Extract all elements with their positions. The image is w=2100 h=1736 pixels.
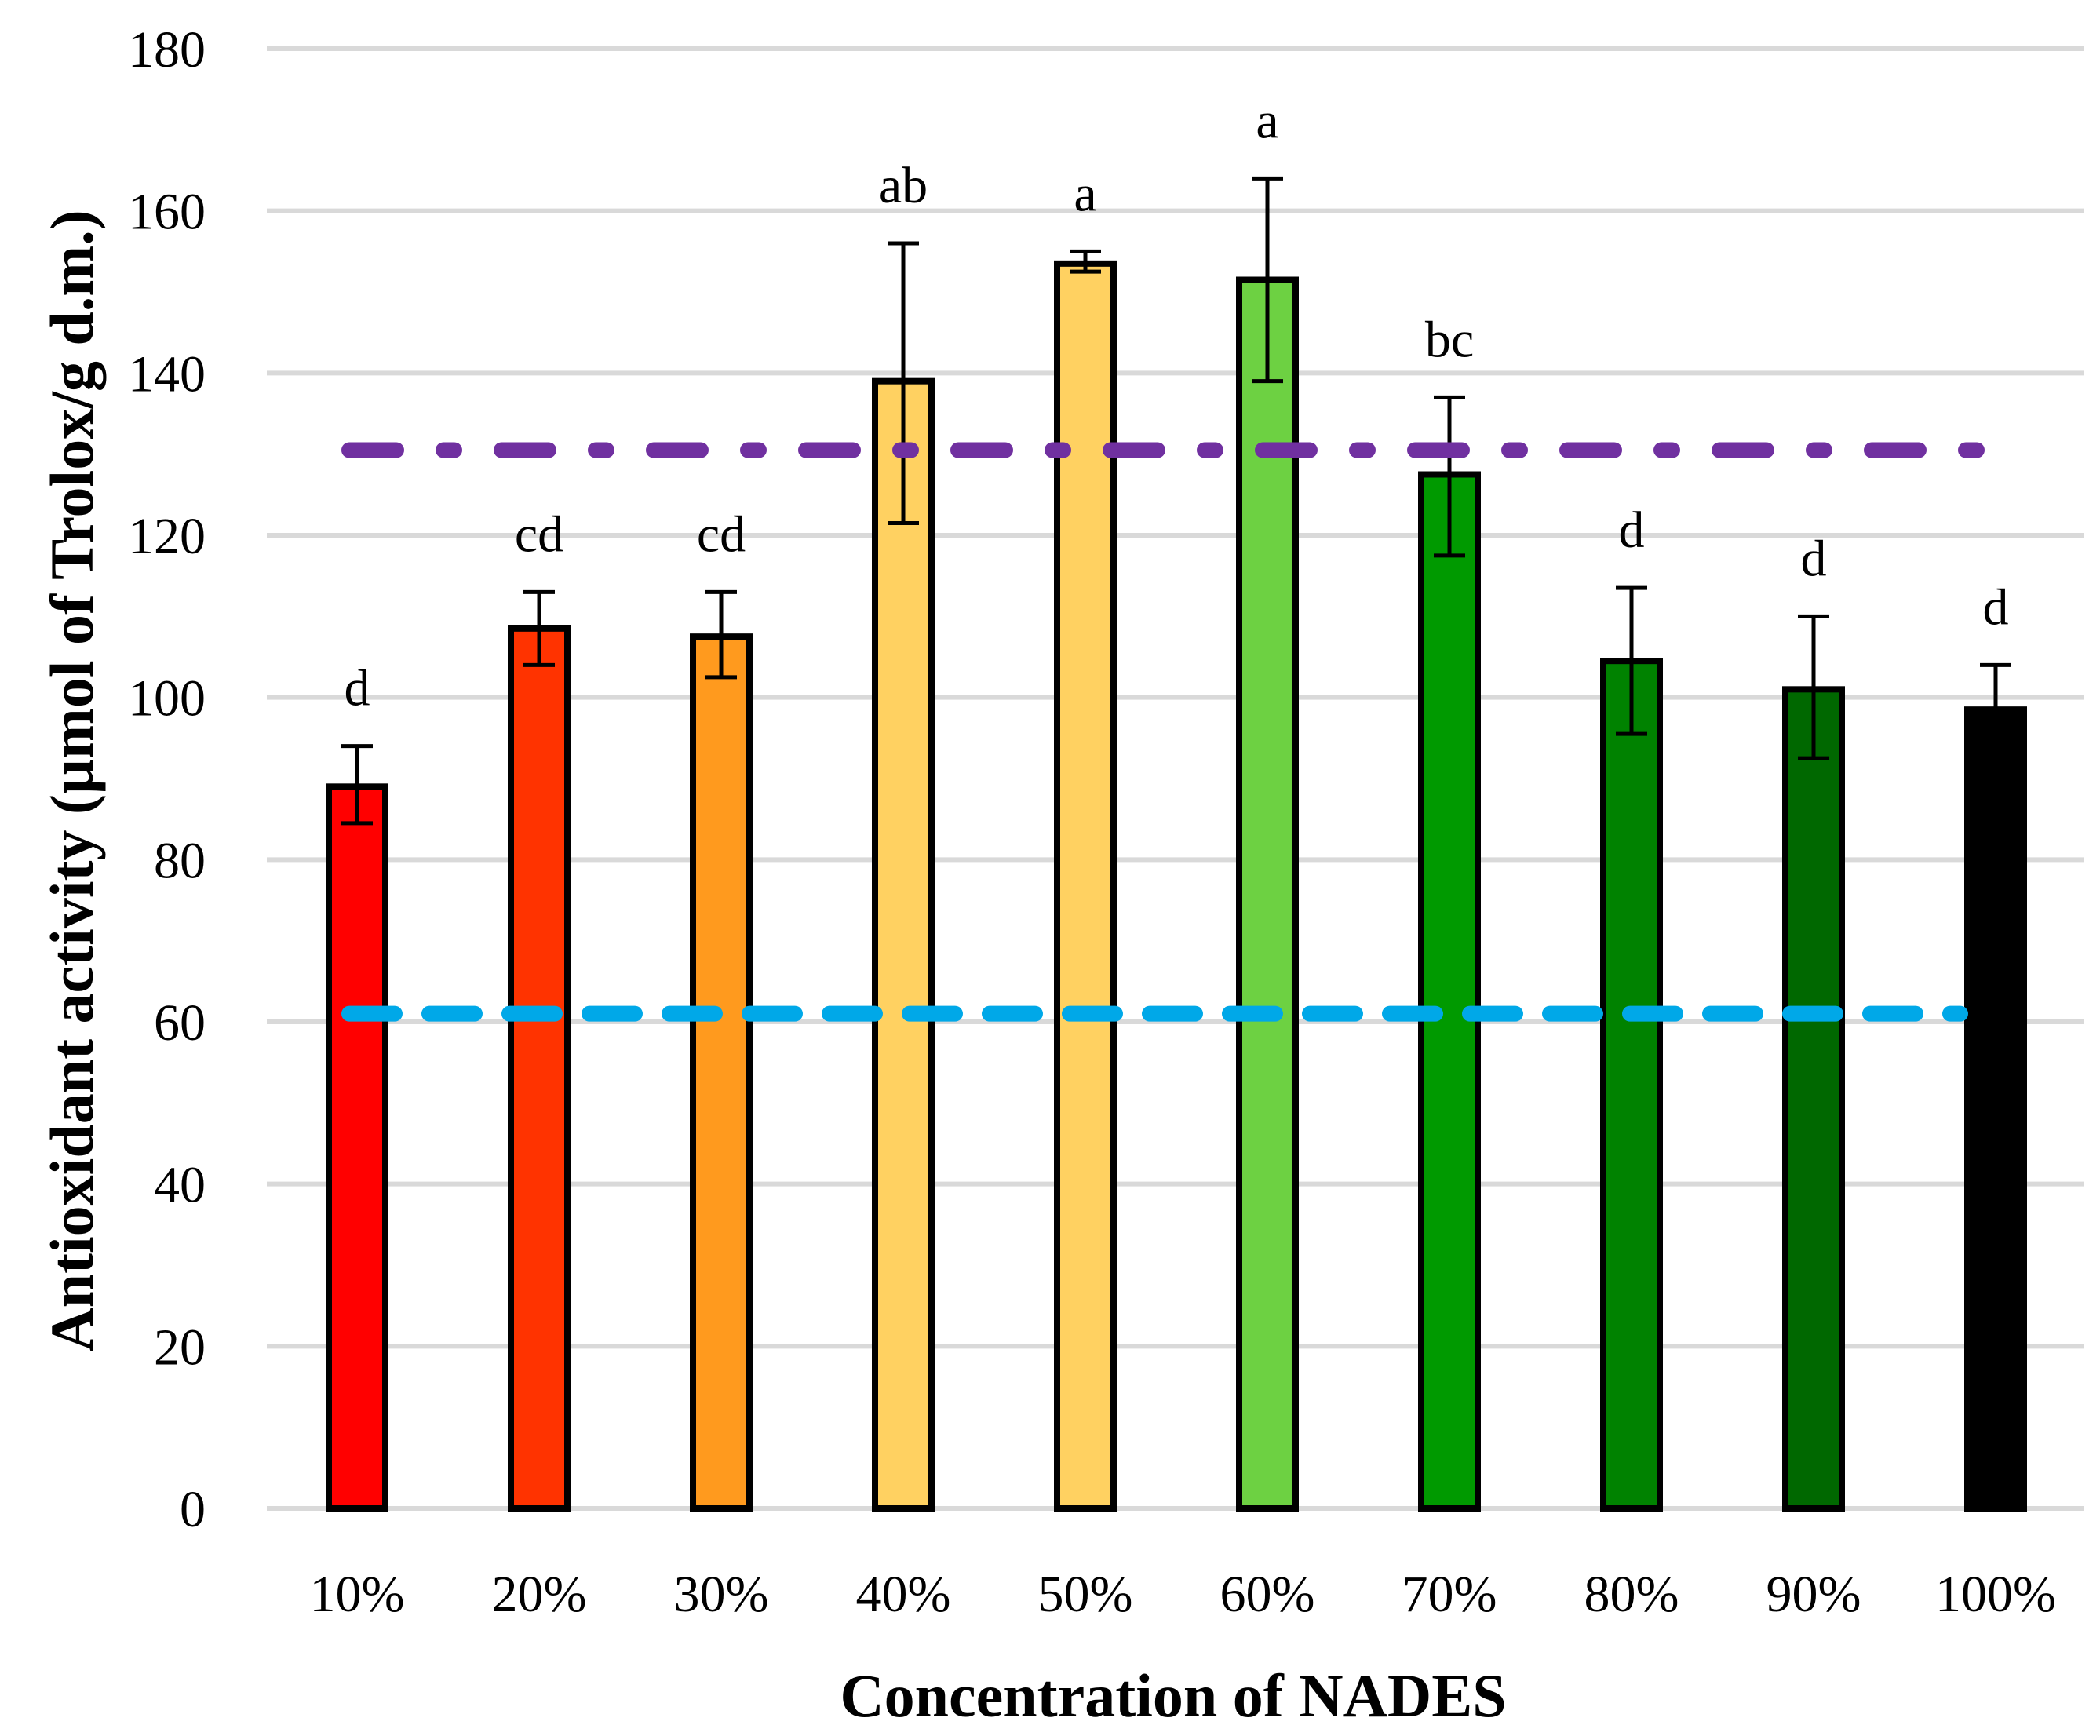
y-tick-label: 0 (180, 1481, 206, 1538)
x-tick-label: 70% (1402, 1566, 1497, 1623)
bar-7 (1600, 658, 1663, 1512)
error-bar-4 (1070, 249, 1101, 274)
x-tick-label: 30% (674, 1566, 769, 1623)
significance-label-4: a (1074, 165, 1096, 222)
x-tick-label: 60% (1220, 1566, 1315, 1623)
significance-label-0: d (345, 660, 370, 717)
bar-0 (326, 783, 388, 1512)
significance-label-5: a (1256, 92, 1278, 149)
significance-label-2: cd (697, 505, 746, 563)
error-bar-1 (523, 589, 555, 667)
bar-8 (1782, 686, 1845, 1512)
bar-9 (1964, 706, 2027, 1512)
bar-2 (690, 633, 753, 1512)
error-bar-7 (1616, 585, 1647, 736)
significance-label-8: d (1801, 530, 1827, 587)
y-tick-label: 140 (128, 345, 206, 403)
y-tick-label: 80 (154, 832, 206, 889)
y-axis-ticks: 0 20 40 60 80 100 120 140 160 180 (128, 21, 206, 1538)
x-tick-label: 80% (1584, 1566, 1679, 1623)
error-bar-9 (1980, 662, 2011, 712)
significance-labels: d cd cd ab a a bc d d d (345, 92, 2009, 717)
significance-label-3: ab (879, 157, 928, 214)
significance-label-9: d (1983, 578, 2009, 636)
y-tick-label: 20 (154, 1318, 206, 1376)
x-tick-label: 90% (1766, 1566, 1861, 1623)
x-tick-label: 50% (1038, 1566, 1133, 1623)
y-tick-label: 120 (128, 508, 206, 565)
x-axis-ticks: 10% 20% 30% 40% 50% 60% 70% 80% 90% 100% (310, 1566, 2056, 1623)
bar-5 (1236, 276, 1299, 1512)
x-tick-label: 20% (492, 1566, 587, 1623)
bar-6 (1418, 471, 1481, 1512)
significance-label-6: bc (1425, 311, 1474, 368)
x-tick-label: 10% (310, 1566, 405, 1623)
error-bar-3 (888, 241, 919, 525)
error-bar-0 (341, 744, 373, 826)
error-bar-8 (1798, 614, 1829, 760)
significance-label-7: d (1619, 501, 1645, 559)
bar-1 (508, 625, 571, 1512)
y-tick-label: 60 (154, 994, 206, 1052)
bars (326, 260, 2027, 1512)
error-bars (341, 176, 2011, 826)
y-tick-label: 180 (128, 21, 206, 78)
y-tick-label: 100 (128, 670, 206, 728)
bar-4 (1054, 260, 1117, 1512)
y-axis-title: Antioxidant activity (µmol of Trolox/g d… (38, 210, 106, 1351)
x-tick-label: 40% (856, 1566, 951, 1623)
reference-lines-front (341, 442, 2009, 1022)
error-bar-6 (1434, 395, 1465, 558)
x-tick-label: 100% (1935, 1566, 2056, 1623)
bar-3 (872, 377, 935, 1512)
error-bar-2 (705, 589, 737, 680)
significance-label-1: cd (515, 505, 563, 563)
y-tick-label: 160 (128, 184, 206, 241)
x-axis-title: Concentration of NADES (840, 1661, 1506, 1730)
error-bar-5 (1252, 176, 1283, 384)
y-tick-label: 40 (154, 1157, 206, 1214)
